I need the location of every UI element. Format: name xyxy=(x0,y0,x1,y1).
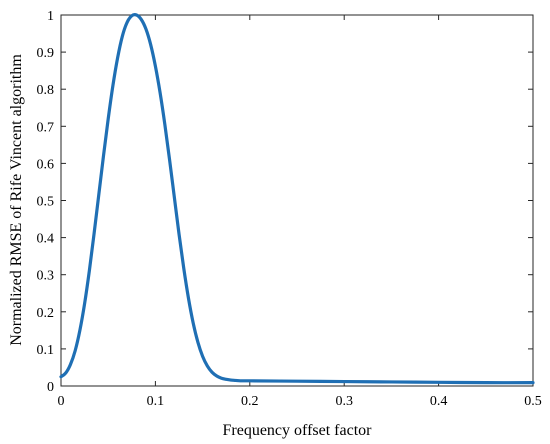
y-tick-label: 0 xyxy=(47,380,54,395)
y-tick-label: 0.9 xyxy=(37,46,55,61)
y-tick-label: 0.6 xyxy=(37,157,55,172)
y-tick-label: 0.7 xyxy=(37,120,55,135)
tick-labels: 0 0.1 0.2 0.3 0.4 0.5 0 0.1 0.2 0.3 0.4 0.5 0.6 0.7 0.… xyxy=(37,9,542,409)
ticks xyxy=(60,14,534,387)
y-axis-label: Normalized RMSE of Rife Vincent algorith… xyxy=(8,54,25,346)
x-tick-label: 0.3 xyxy=(335,394,353,409)
x-tick-label: 0.2 xyxy=(241,394,259,409)
y-tick-label: 0.3 xyxy=(37,269,55,284)
y-tick-label: 0.5 xyxy=(37,195,55,210)
x-axis-label: Frequency offset factor xyxy=(223,422,373,439)
y-tick-label: 0.4 xyxy=(37,232,55,247)
y-tick-label: 1 xyxy=(47,9,54,24)
x-tick-label: 0.1 xyxy=(147,394,165,409)
x-tick-label: 0.4 xyxy=(430,394,448,409)
y-tick-label: 0.8 xyxy=(37,83,55,98)
series-line xyxy=(59,13,535,385)
y-tick-label: 0.1 xyxy=(37,343,55,358)
plot-area xyxy=(60,14,534,387)
x-tick-label: 0 xyxy=(58,394,65,409)
x-tick-label: 0.5 xyxy=(524,394,542,409)
y-tick-label: 0.2 xyxy=(37,306,55,321)
